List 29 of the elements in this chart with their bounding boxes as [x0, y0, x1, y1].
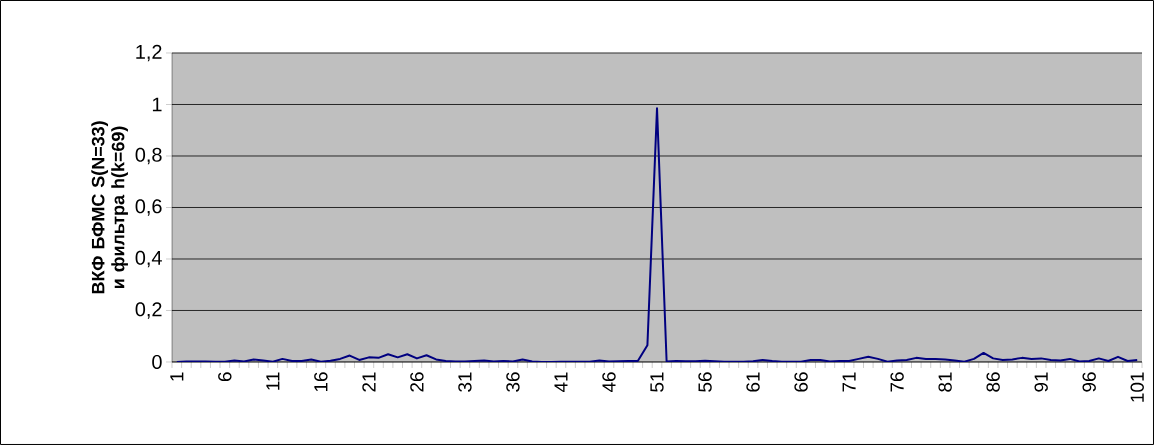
y-tick-label: 0,8 [135, 147, 162, 165]
y-axis-title: ВКФ БФМС S(N=33) и фильтра h(k=69) [91, 121, 128, 294]
y-tick-label: 0,2 [135, 302, 162, 319]
x-tick-label: 36 [506, 372, 520, 392]
x-tick-label: 91 [1034, 372, 1048, 392]
x-tick-label: 31 [458, 372, 472, 392]
x-tick-label: 1 [170, 372, 184, 381]
x-tick-label: 51 [650, 372, 664, 392]
x-tick-label: 56 [698, 372, 712, 392]
y-tick-label: 0 [152, 354, 162, 370]
x-tick-label: 11 [266, 372, 280, 390]
x-tick-label: 86 [986, 372, 1000, 392]
x-tick-label: 71 [842, 372, 856, 392]
x-tick-label: 46 [602, 372, 616, 393]
y-tick-label: 0,6 [135, 199, 162, 216]
y-tick-label: 1,2 [136, 44, 162, 62]
x-tick-label: 21 [362, 372, 376, 392]
x-tick-label: 66 [794, 372, 808, 392]
y-tick-label: 1 [152, 97, 162, 112]
x-tick-label: 101 [1130, 372, 1144, 402]
x-tick-label: 81 [938, 372, 952, 392]
x-tick-label: 26 [410, 372, 424, 392]
x-tick-label: 76 [890, 372, 904, 392]
x-tick-label: 16 [314, 372, 328, 392]
y-tick-label: 0,4 [135, 250, 162, 268]
x-tick-label: 6 [218, 372, 232, 382]
x-tick-label: 41 [554, 372, 568, 393]
x-tick-label: 61 [746, 372, 760, 392]
x-tick-label: 96 [1082, 372, 1096, 392]
